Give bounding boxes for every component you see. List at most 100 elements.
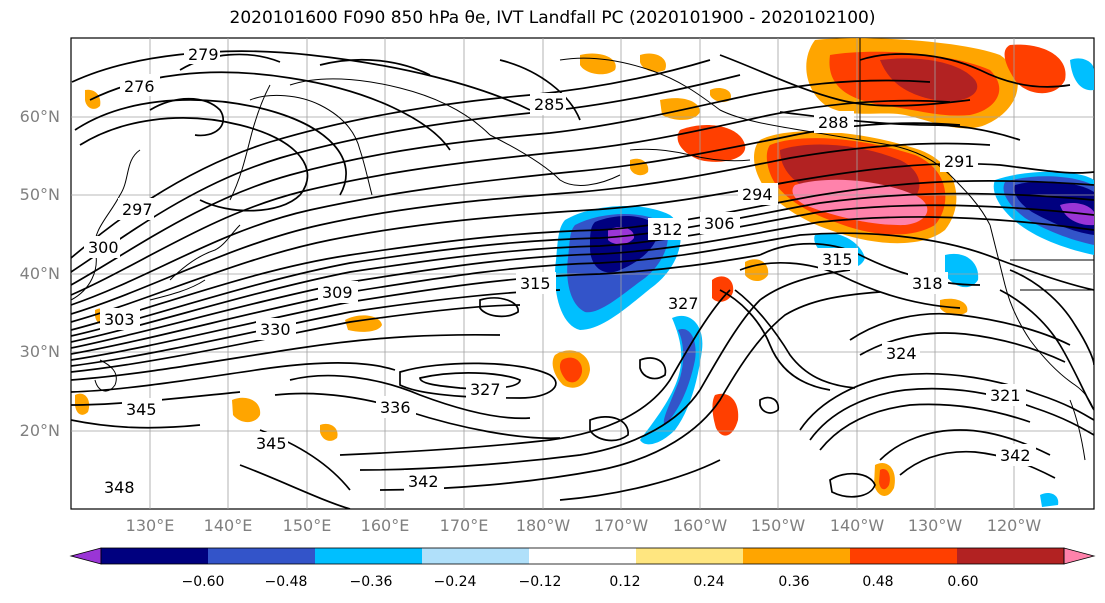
contour-line — [289, 374, 531, 420]
colorbar-tick-label: 0.12 — [609, 574, 641, 590]
cool-shading — [945, 253, 979, 288]
coastline — [1029, 339, 1094, 411]
longitude-label: 130°W — [907, 516, 963, 535]
contour-line — [819, 403, 1031, 451]
colorbar-tick-label: −0.48 — [264, 574, 308, 590]
contour-label: 348 — [104, 478, 135, 497]
warm-shading — [880, 58, 978, 102]
warm-shading — [712, 393, 739, 436]
contour-line — [71, 289, 561, 367]
latitude-label: 50°N — [19, 185, 60, 204]
contour-line — [71, 304, 521, 373]
contour-label: 342 — [408, 472, 439, 491]
colorbar-segment — [636, 548, 744, 564]
warm-shading — [640, 53, 666, 73]
contour-label: 291 — [944, 152, 975, 171]
colorbar-segment — [208, 548, 316, 564]
contour-label: 315 — [822, 250, 853, 269]
contour-line — [739, 262, 961, 309]
colorbar-segment — [850, 548, 958, 564]
contour-line — [379, 291, 881, 491]
contour-label: 327 — [668, 294, 699, 313]
contour-line — [71, 79, 931, 286]
contour-line — [71, 419, 201, 429]
contour-label: 318 — [912, 274, 943, 293]
coastline — [149, 279, 206, 301]
colorbar-extend-max — [1063, 547, 1096, 565]
warm-shading — [879, 469, 890, 490]
colorbar-segment — [315, 548, 423, 564]
colorbar-tick-label: −0.24 — [433, 574, 477, 590]
coastline — [169, 224, 241, 281]
longitude-label: 170°W — [593, 516, 649, 535]
contour-line — [359, 269, 851, 471]
contour-line — [799, 372, 1094, 431]
contour-label: 330 — [260, 320, 291, 339]
longitude-label: 170°E — [439, 516, 489, 535]
warm-shading — [1004, 44, 1066, 94]
longitude-label: 150°E — [282, 516, 332, 535]
warm-shading — [792, 179, 928, 226]
contour-labels: 276 279 285 288 291 294 297 300 303 306 … — [84, 42, 1036, 498]
contour-line — [319, 58, 431, 76]
contour-line — [71, 180, 1094, 331]
contour-label: 315 — [520, 274, 551, 293]
colorbar-tick-label: 0.48 — [862, 574, 894, 590]
contour-label: 294 — [742, 185, 773, 204]
warm-shading — [677, 125, 746, 162]
contour-line — [734, 289, 856, 389]
contour-line — [719, 54, 971, 107]
contour-line — [589, 416, 629, 442]
coastline — [799, 129, 991, 226]
warm-shading — [712, 276, 734, 302]
contour-label: 306 — [704, 214, 735, 233]
contour-line — [849, 312, 1071, 346]
colorbar-tick-label: −0.36 — [349, 574, 393, 590]
contour-label: 285 — [534, 95, 565, 114]
contour-label: 288 — [818, 113, 849, 132]
contour-line — [829, 472, 876, 498]
contour-label: 276 — [124, 77, 155, 96]
longitude-label: 180°W — [515, 516, 571, 535]
warm-shading — [580, 53, 616, 75]
longitude-label: 140°W — [829, 516, 885, 535]
coastline — [71, 149, 141, 301]
contour-label: 312 — [652, 220, 683, 239]
warm-shading — [660, 98, 700, 120]
contour-line — [479, 297, 519, 318]
longitude-label: 130°E — [125, 516, 175, 535]
colorbar-segment — [101, 548, 209, 564]
map-title: 2020101600 F090 850 hPa θe, IVT Landfall… — [229, 8, 876, 28]
latitude-label: 40°N — [19, 264, 60, 283]
coastline — [289, 78, 491, 136]
contour-line — [559, 459, 721, 501]
contour-label: 336 — [380, 398, 411, 417]
contour-line — [79, 117, 309, 212]
colorbar-segment — [743, 548, 851, 564]
contour-line — [719, 289, 831, 391]
colorbar-tick-label: −0.60 — [181, 574, 225, 590]
contour-line — [399, 362, 557, 399]
colorbar-outline — [100, 547, 1065, 565]
contour-line — [149, 98, 224, 137]
coastlines — [71, 38, 1094, 461]
contour-line — [239, 464, 351, 509]
contour-line — [71, 232, 1094, 355]
contour-label: 324 — [886, 344, 917, 363]
warm-shading — [320, 423, 338, 441]
contour-line — [999, 289, 1094, 411]
contour-label: 303 — [104, 310, 135, 329]
contour-line — [71, 50, 531, 111]
warm-shading — [710, 88, 731, 103]
contour-line — [419, 372, 521, 390]
cool-shading — [1060, 202, 1094, 226]
contour-label: 345 — [256, 434, 287, 453]
map-area: 276 279 285 288 291 294 297 300 303 306 … — [71, 38, 1094, 509]
theta-e-contours — [71, 50, 1094, 509]
contour-label: 309 — [322, 283, 353, 302]
contour-line — [71, 333, 501, 381]
colorbar — [69, 547, 1096, 565]
warm-shading — [232, 397, 261, 423]
coastline — [629, 148, 751, 162]
